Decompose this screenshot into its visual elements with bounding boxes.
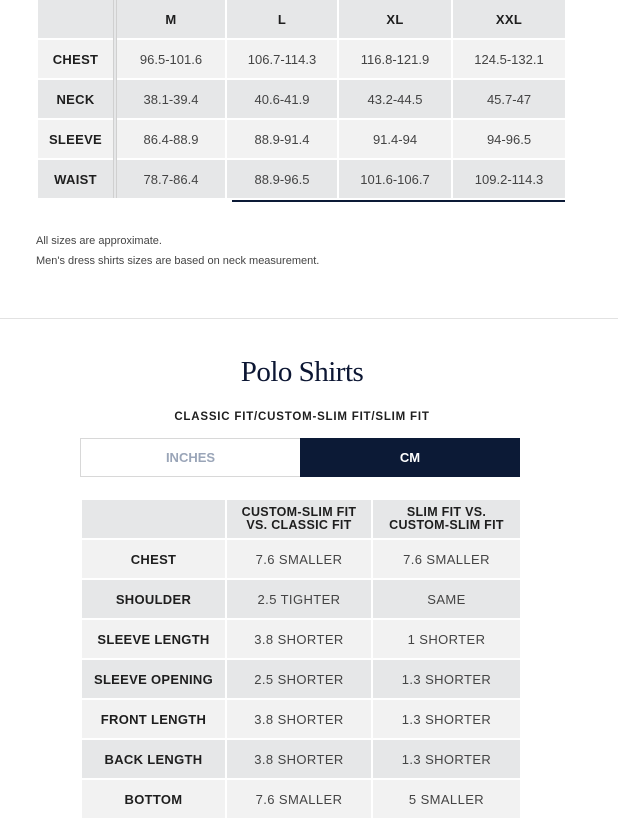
table-cell: 5 SMALLER [373,780,520,818]
table-cell: 7.6 SMALLER [227,540,371,578]
table-cell: 124.5-132.1 [453,40,565,78]
header-corner-cell [82,500,225,538]
row-label-sleeve-length: SLEEVE LENGTH [82,620,225,658]
table-cell: 1.3 SHORTER [373,700,520,738]
fit-subtitle: CLASSIC FIT/CUSTOM-SLIM FIT/SLIM FIT [174,411,430,423]
table-cell: 1 SHORTER [373,620,520,658]
unit-toggle-inches[interactable]: INCHES [80,438,300,477]
table-cell: 43.2-44.5 [339,80,451,118]
table-cell: 88.9-96.5 [227,160,337,198]
table-cell: 94-96.5 [453,120,565,158]
table-cell: 116.8-121.9 [339,40,451,78]
row-label-neck: NECK [38,80,113,118]
fit-header-1: CUSTOM-SLIM FIT VS. CLASSIC FIT [227,500,371,538]
table-cell: 88.9-91.4 [227,120,337,158]
size-header-l: L [227,0,337,38]
table-cell: 101.6-106.7 [339,160,451,198]
table-cell: 3.8 SHORTER [227,700,371,738]
header-corner-cell [38,0,113,38]
table-cell: SAME [373,580,520,618]
row-label-waist: WAIST [38,160,113,198]
row-label-back-length: BACK LENGTH [82,740,225,778]
table-cell: 1.3 SHORTER [373,660,520,698]
table-cell: 1.3 SHORTER [373,740,520,778]
table-cell: 91.4-94 [339,120,451,158]
row-label-bottom: BOTTOM [82,780,225,818]
table-cell: 40.6-41.9 [227,80,337,118]
table-cell: 86.4-88.9 [117,120,225,158]
row-label-sleeve-opening: SLEEVE OPENING [82,660,225,698]
row-label-sleeve: SLEEVE [38,120,113,158]
table-cell: 2.5 TIGHTER [227,580,371,618]
row-label-front-length: FRONT LENGTH [82,700,225,738]
table-cell: 45.7-47 [453,80,565,118]
note-neck-measurement: Men's dress shirts sizes are based on ne… [36,255,320,267]
table-cell: 7.6 SMALLER [373,540,520,578]
table-cell: 2.5 SHORTER [227,660,371,698]
row-label-shoulder: SHOULDER [82,580,225,618]
table-cell: 3.8 SHORTER [227,620,371,658]
size-header-xl: XL [339,0,451,38]
unit-toggle-cm[interactable]: CM [300,438,520,477]
row-label-chest: CHEST [82,540,225,578]
section-divider [0,318,618,319]
row-label-chest: CHEST [38,40,113,78]
table-cell: 106.7-114.3 [227,40,337,78]
section-title: Polo Shirts [240,356,364,388]
note-approximate: All sizes are approximate. [36,235,162,247]
table-cell: 109.2-114.3 [453,160,565,198]
table-cell: 7.6 SMALLER [227,780,371,818]
table-cell: 96.5-101.6 [117,40,225,78]
size-header-xxl: XXL [453,0,565,38]
table-underline [232,200,565,202]
fit-header-2: SLIM FIT VS. CUSTOM-SLIM FIT [373,500,520,538]
table-cell: 38.1-39.4 [117,80,225,118]
size-header-m: M [117,0,225,38]
column-divider [113,0,117,198]
table-cell: 3.8 SHORTER [227,740,371,778]
table-cell: 78.7-86.4 [117,160,225,198]
